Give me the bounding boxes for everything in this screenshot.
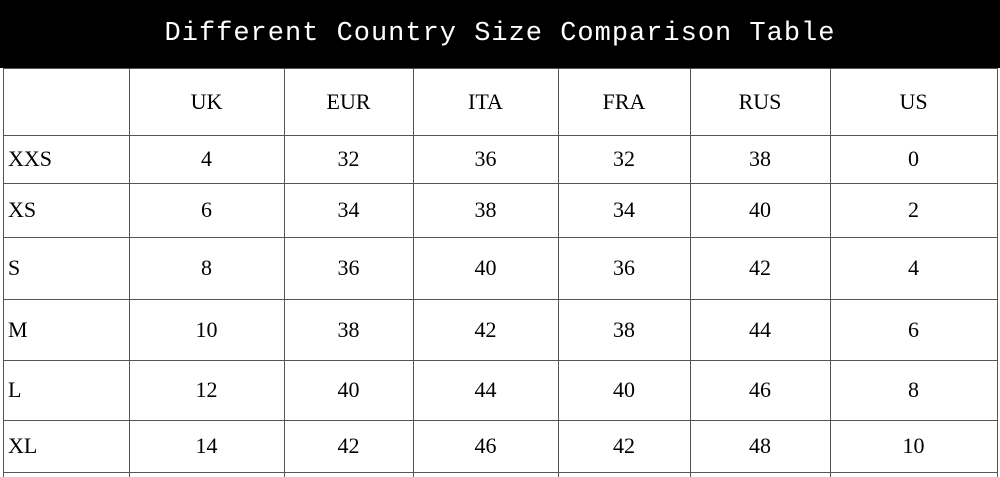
size-value: 44 — [474, 377, 497, 402]
size-value: 42 — [337, 433, 360, 458]
size-value: 42 — [749, 255, 771, 280]
column-header: FRA — [602, 88, 646, 114]
size-value: 4 — [908, 255, 919, 280]
row-line — [3, 472, 997, 473]
size-value: 44 — [749, 316, 771, 342]
table-title: Different Country Size Comparison Table — [0, 0, 1000, 68]
size-value: 38 — [749, 146, 771, 171]
size-value: 32 — [337, 146, 360, 171]
row-label: S — [8, 255, 21, 280]
row-line — [3, 237, 997, 238]
row-line — [3, 135, 997, 136]
column-line — [690, 68, 691, 477]
size-value: 40 — [337, 377, 360, 402]
size-value: 4 — [201, 146, 212, 171]
size-value: 40 — [474, 255, 497, 280]
size-value: 10 — [902, 433, 925, 458]
row-label: XL — [8, 433, 38, 458]
column-header: UK — [190, 88, 223, 114]
size-value: 8 — [908, 377, 919, 402]
column-line — [284, 68, 285, 477]
size-value: 36 — [337, 255, 360, 280]
column-header: EUR — [326, 88, 371, 114]
size-value: 36 — [474, 146, 497, 171]
row-line — [3, 360, 997, 361]
row-line — [3, 420, 997, 421]
row-line — [3, 183, 997, 184]
size-value: 12 — [195, 377, 218, 402]
row-line — [3, 299, 997, 300]
size-value: 34 — [337, 197, 360, 222]
size-value: 48 — [749, 433, 771, 458]
size-value: 6 — [908, 316, 919, 342]
size-value: 40 — [613, 377, 635, 402]
size-value: 40 — [749, 197, 771, 222]
column-line — [830, 68, 831, 477]
row-label: XXS — [8, 146, 53, 171]
column-line — [997, 68, 998, 477]
size-value: 42 — [474, 316, 497, 342]
size-value: 0 — [908, 146, 919, 171]
column-header: US — [899, 88, 928, 114]
size-value: 14 — [195, 433, 218, 458]
size-value: 8 — [201, 255, 212, 280]
row-label: XS — [8, 197, 37, 222]
size-value: 38 — [613, 316, 635, 342]
size-value: 6 — [201, 197, 212, 222]
size-value: 46 — [749, 377, 771, 402]
size-value: 42 — [613, 433, 635, 458]
size-value: 32 — [613, 146, 635, 171]
size-value: 46 — [474, 433, 497, 458]
size-value: 38 — [474, 197, 497, 222]
column-line — [3, 68, 4, 477]
column-line — [129, 68, 130, 477]
size-value: 34 — [613, 197, 635, 222]
row-line — [3, 68, 997, 69]
row-label: M — [8, 316, 28, 342]
column-line — [558, 68, 559, 477]
column-header: RUS — [738, 88, 782, 114]
column-line — [413, 68, 414, 477]
row-label: L — [8, 377, 22, 402]
column-header: ITA — [468, 88, 503, 114]
size-value: 2 — [908, 197, 919, 222]
size-value: 10 — [195, 316, 218, 342]
size-value: 36 — [613, 255, 635, 280]
size-value: 38 — [337, 316, 360, 342]
